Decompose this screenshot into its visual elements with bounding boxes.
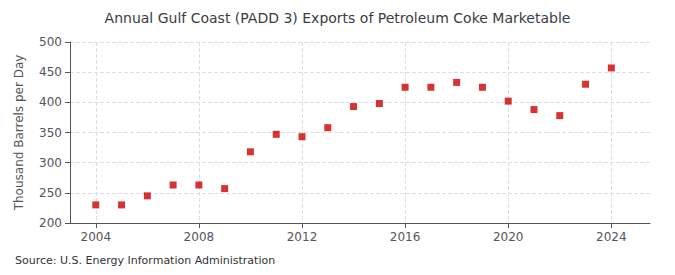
svg-text:2012: 2012 bbox=[287, 230, 318, 244]
svg-text:2004: 2004 bbox=[81, 230, 112, 244]
svg-text:Annual Gulf Coast (PADD 3) Exp: Annual Gulf Coast (PADD 3) Exports of Pe… bbox=[105, 10, 571, 26]
svg-text:500: 500 bbox=[39, 35, 62, 49]
svg-text:450: 450 bbox=[39, 65, 62, 79]
svg-text:350: 350 bbox=[39, 126, 62, 140]
svg-text:2024: 2024 bbox=[596, 230, 627, 244]
svg-text:2008: 2008 bbox=[184, 230, 215, 244]
svg-text:400: 400 bbox=[39, 95, 62, 109]
svg-text:250: 250 bbox=[39, 186, 62, 200]
svg-text:Source: U.S. Energy Informatio: Source: U.S. Energy Information Administ… bbox=[15, 254, 275, 267]
svg-text:2016: 2016 bbox=[390, 230, 421, 244]
svg-text:300: 300 bbox=[39, 156, 62, 170]
svg-text:Thousand Barrels per Day: Thousand Barrels per Day bbox=[12, 55, 26, 212]
svg-text:2020: 2020 bbox=[493, 230, 524, 244]
svg-text:200: 200 bbox=[39, 216, 62, 230]
